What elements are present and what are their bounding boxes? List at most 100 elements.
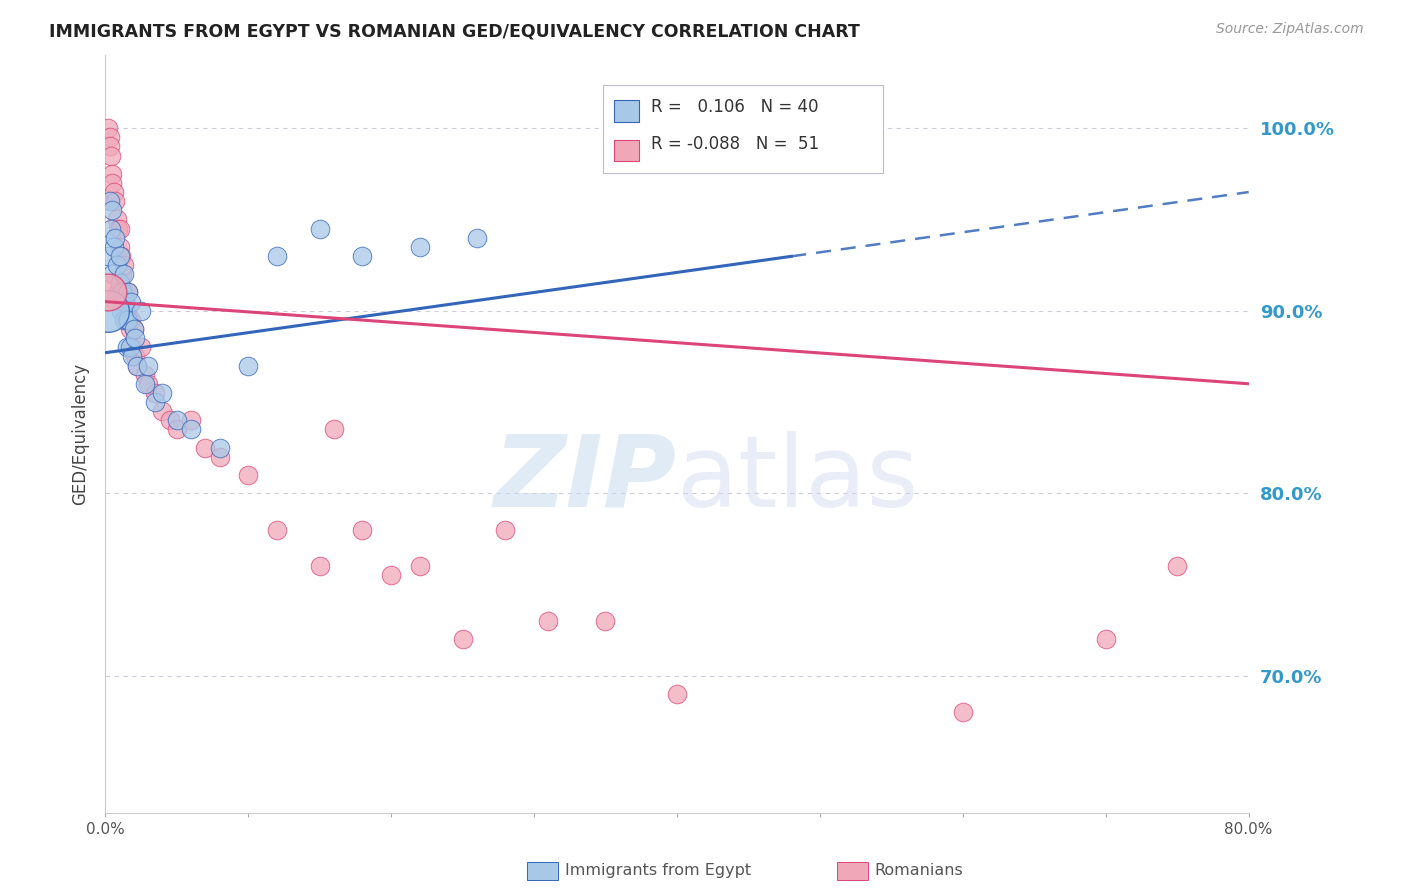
Point	[103, 185, 125, 199]
Point	[103, 240, 125, 254]
Point	[122, 322, 145, 336]
Point	[308, 559, 330, 574]
Point	[494, 523, 516, 537]
Point	[110, 303, 132, 318]
Point	[1094, 632, 1116, 647]
Point	[117, 285, 139, 300]
Text: Source: ZipAtlas.com: Source: ZipAtlas.com	[1216, 22, 1364, 37]
Point	[952, 706, 974, 720]
Point	[208, 441, 231, 455]
Point	[120, 313, 142, 327]
Point	[134, 368, 156, 382]
Point	[97, 303, 120, 318]
Point	[121, 340, 143, 354]
Point	[352, 523, 374, 537]
Point	[134, 376, 156, 391]
Point	[150, 385, 173, 400]
Text: R = -0.088   N =  51: R = -0.088 N = 51	[651, 135, 818, 153]
Y-axis label: GED/Equivalency: GED/Equivalency	[72, 363, 89, 505]
Point	[101, 203, 124, 218]
Point	[451, 632, 474, 647]
Point	[97, 249, 120, 263]
Point	[150, 404, 173, 418]
Point	[115, 303, 138, 318]
Point	[105, 258, 128, 272]
Point	[114, 294, 136, 309]
Point	[143, 385, 166, 400]
Text: atlas: atlas	[676, 431, 918, 528]
Point	[100, 148, 122, 162]
Point	[107, 221, 129, 235]
Point	[111, 285, 134, 300]
Point	[97, 285, 120, 300]
Point	[266, 249, 288, 263]
Point	[118, 322, 141, 336]
FancyBboxPatch shape	[614, 100, 640, 122]
Point	[104, 194, 127, 209]
Point	[108, 249, 131, 263]
Point	[117, 313, 139, 327]
Point	[117, 313, 139, 327]
Point	[308, 221, 330, 235]
Point	[125, 359, 148, 373]
Point	[208, 450, 231, 464]
Point	[159, 413, 181, 427]
Point	[236, 468, 259, 483]
Point	[380, 568, 402, 582]
Point	[236, 359, 259, 373]
Point	[465, 230, 488, 244]
Point	[124, 350, 146, 364]
Point	[665, 687, 688, 701]
Point	[107, 285, 129, 300]
Point	[166, 413, 188, 427]
Point	[408, 559, 430, 574]
Point	[108, 240, 131, 254]
Point	[115, 313, 138, 327]
Point	[180, 422, 202, 436]
Text: R =   0.106   N = 40: R = 0.106 N = 40	[651, 97, 818, 116]
Point	[98, 130, 121, 145]
Point	[129, 303, 152, 318]
Point	[122, 322, 145, 336]
Point	[136, 359, 159, 373]
Point	[143, 395, 166, 409]
Point	[118, 340, 141, 354]
Point	[98, 139, 121, 153]
Point	[408, 240, 430, 254]
Point	[322, 422, 344, 436]
Point	[136, 376, 159, 391]
Text: ZIP: ZIP	[494, 431, 676, 528]
Point	[111, 267, 134, 281]
Point	[100, 221, 122, 235]
Point	[120, 294, 142, 309]
Point	[352, 249, 374, 263]
Text: Romanians: Romanians	[875, 863, 963, 878]
Point	[97, 121, 120, 136]
Point	[112, 258, 135, 272]
Point	[110, 249, 132, 263]
Point	[595, 614, 617, 628]
Point	[1166, 559, 1188, 574]
FancyBboxPatch shape	[614, 139, 640, 161]
Text: IMMIGRANTS FROM EGYPT VS ROMANIAN GED/EQUIVALENCY CORRELATION CHART: IMMIGRANTS FROM EGYPT VS ROMANIAN GED/EQ…	[49, 22, 860, 40]
Point	[101, 176, 124, 190]
Point	[125, 359, 148, 373]
Point	[180, 413, 202, 427]
Point	[108, 221, 131, 235]
Point	[112, 285, 135, 300]
FancyBboxPatch shape	[603, 86, 883, 172]
Point	[101, 167, 124, 181]
Point	[112, 267, 135, 281]
Point	[537, 614, 560, 628]
Point	[108, 277, 131, 291]
Point	[101, 267, 124, 281]
Point	[121, 350, 143, 364]
Point	[266, 523, 288, 537]
Point	[194, 441, 217, 455]
Point	[117, 285, 139, 300]
Point	[114, 294, 136, 309]
Point	[112, 313, 135, 327]
Text: Immigrants from Egypt: Immigrants from Egypt	[565, 863, 751, 878]
Point	[105, 212, 128, 227]
Point	[104, 230, 127, 244]
